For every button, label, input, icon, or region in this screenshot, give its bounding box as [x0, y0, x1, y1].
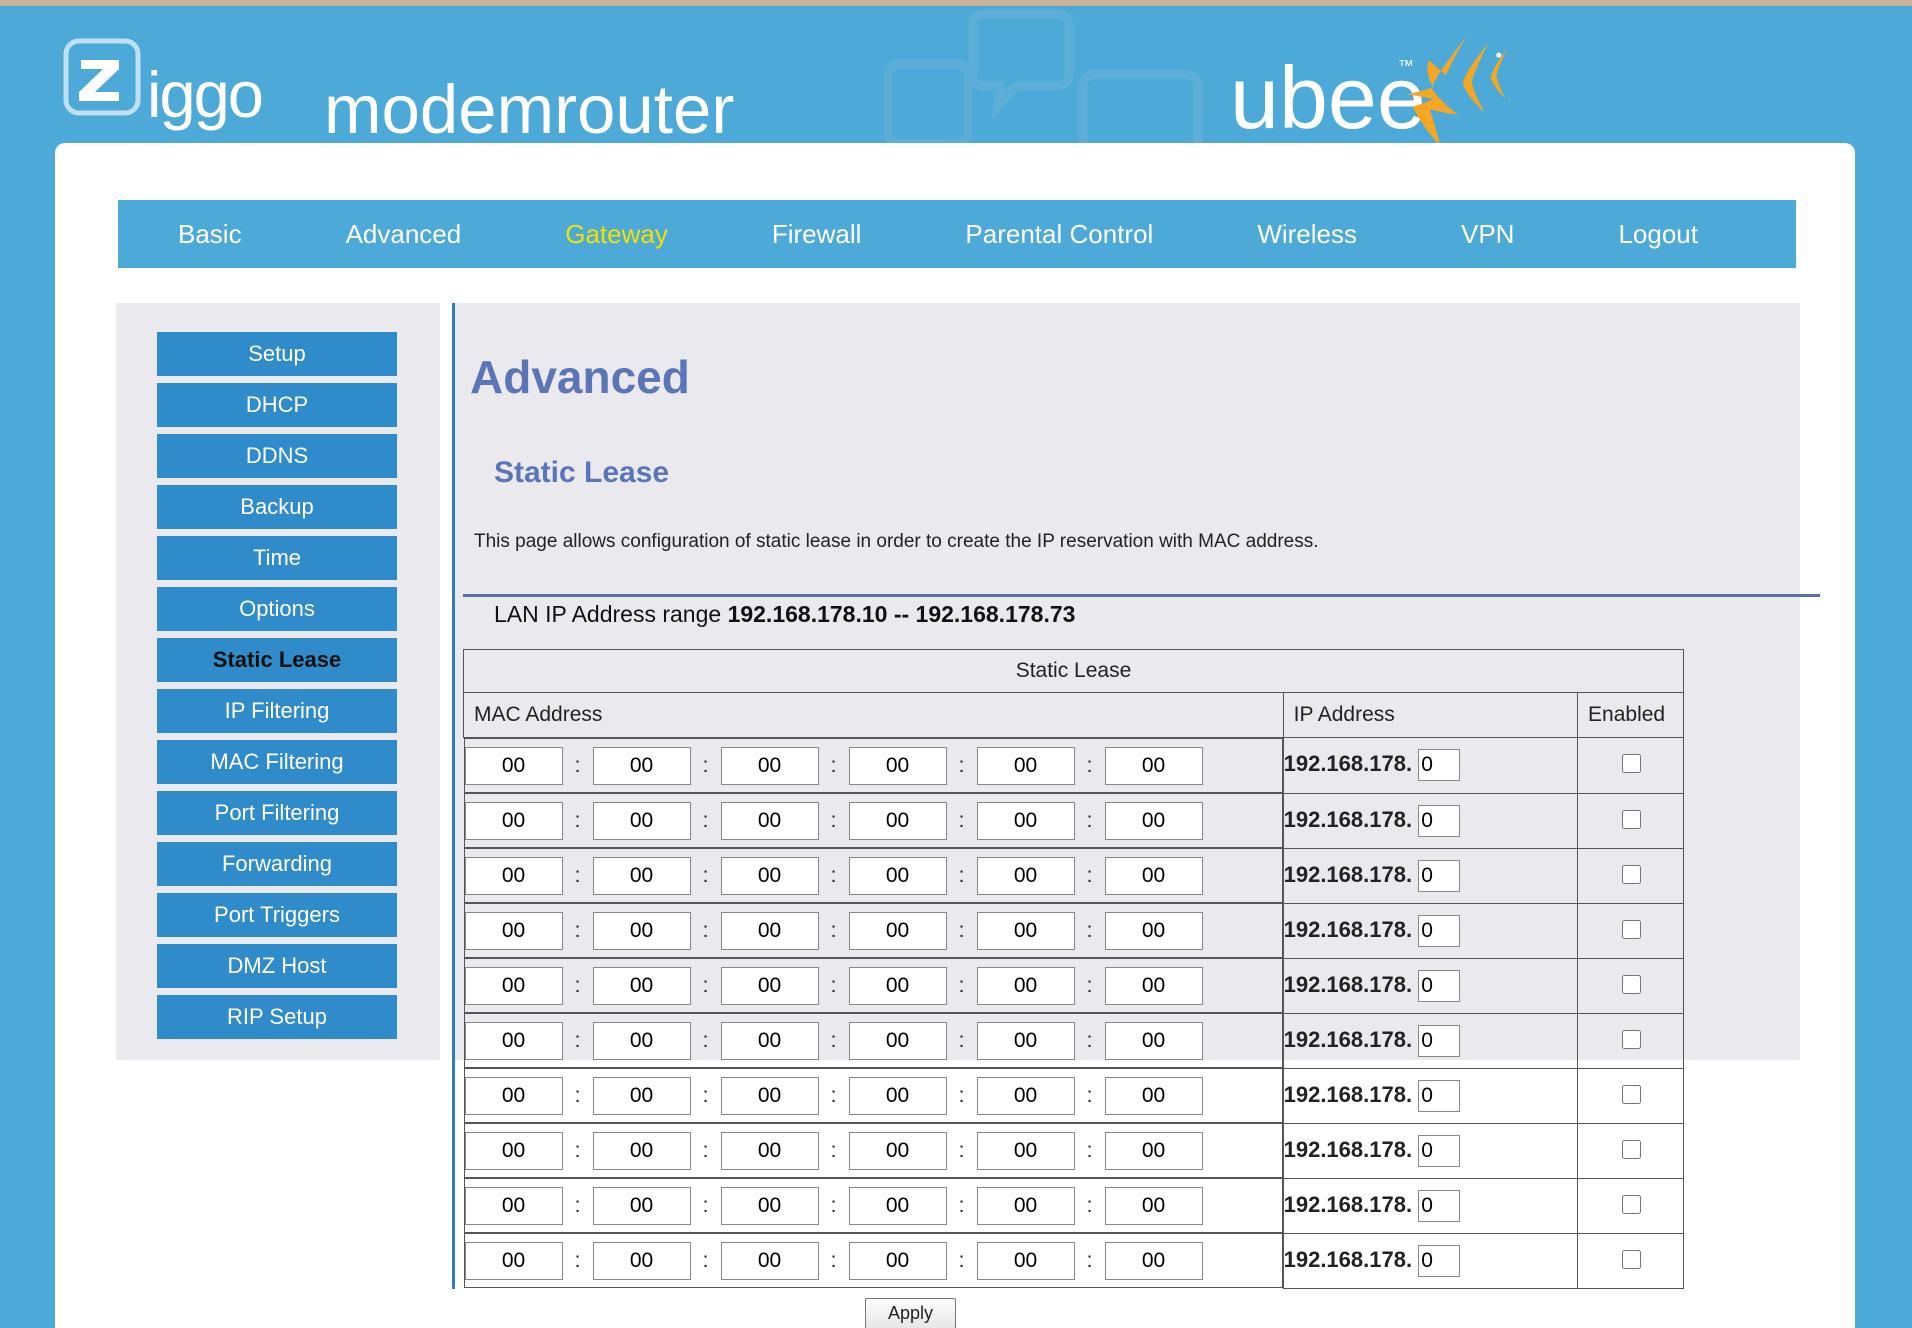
- svg-text:™: ™: [1398, 58, 1414, 75]
- svg-text:ubee: ubee: [1230, 48, 1426, 147]
- svg-text:iggo: iggo: [147, 58, 262, 131]
- svg-text:modemrouter: modemrouter: [324, 71, 734, 148]
